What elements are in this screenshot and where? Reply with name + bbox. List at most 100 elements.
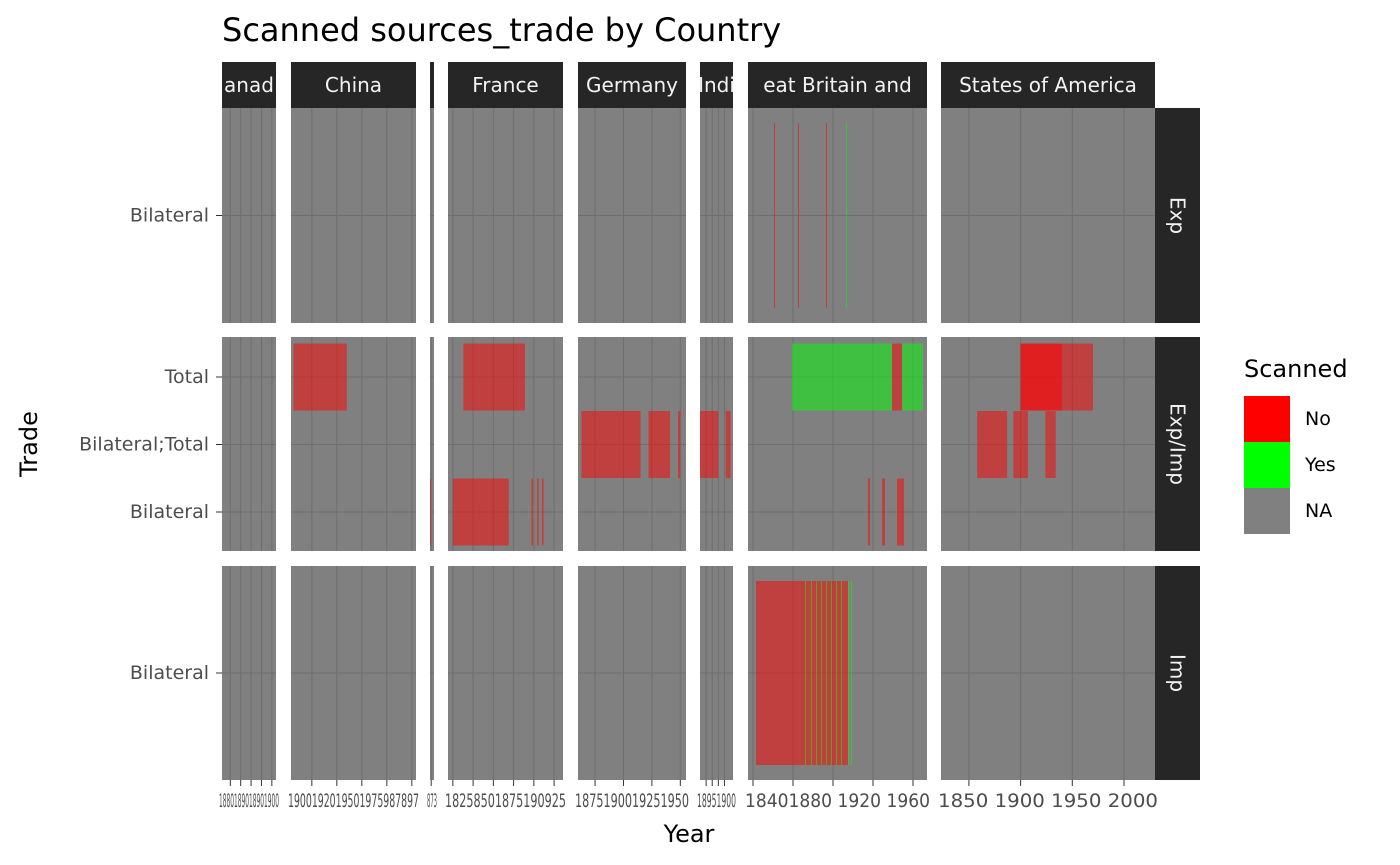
x-tick-labels: 1880189018901900	[219, 790, 279, 812]
panel-1-1	[291, 337, 416, 551]
tile-no	[756, 580, 803, 766]
x-tick-labels: 18258501875190925	[445, 790, 566, 812]
panel-6-1	[748, 337, 927, 551]
row-strip-1	[1155, 337, 1200, 551]
strip-4	[578, 62, 686, 108]
y-tick-label: Bilateral	[130, 662, 209, 684]
panel-2-1	[430, 337, 434, 551]
panel-0-1	[222, 337, 276, 551]
y-tick-label: Bilateral	[130, 205, 209, 227]
legend-label: NA	[1305, 500, 1332, 522]
tile-yes	[811, 580, 812, 766]
panel-7-0	[941, 108, 1155, 323]
panel-6-2	[748, 566, 927, 780]
x-tick-labels: 18951900	[697, 790, 736, 812]
panel-0-0	[222, 108, 276, 323]
tile-no	[774, 123, 775, 308]
tile-yes	[841, 580, 842, 766]
x-tick-labels: 873	[427, 790, 437, 812]
strip-label: Germany	[586, 73, 678, 97]
tile-no	[1020, 343, 1062, 411]
panel-5-1	[700, 337, 733, 551]
facet-panels: anad 1880189018901900 China 190019201950197…	[79, 62, 1200, 812]
row-strip-0	[1155, 108, 1200, 323]
tile-no	[826, 123, 827, 308]
tile-no	[803, 580, 848, 766]
panel-7-2	[941, 566, 1155, 780]
tile-yes	[826, 580, 827, 766]
panel-4-2	[578, 566, 686, 780]
strip-0	[222, 62, 276, 108]
strip-2	[430, 62, 434, 108]
strip-label: States of America	[959, 73, 1137, 97]
panel-3-0	[448, 108, 563, 323]
tile-no	[537, 478, 539, 546]
tile-yes	[831, 580, 832, 766]
row-strip-label: Exp	[1166, 197, 1190, 234]
legend-label: No	[1305, 408, 1331, 430]
tile-no	[541, 478, 544, 546]
panel-5-0	[700, 108, 733, 323]
tile-no	[452, 478, 509, 546]
tile-no	[430, 478, 431, 546]
strip-1	[291, 62, 416, 108]
panel-2-0	[430, 108, 434, 323]
panel-5-2	[700, 566, 733, 780]
row-strip-label: Imp	[1166, 654, 1190, 692]
x-tick-labels: 1875190019251950	[575, 790, 689, 812]
tile-no	[725, 411, 731, 478]
strip-label: China	[325, 73, 382, 97]
strip-label: eat Britain and	[763, 73, 912, 97]
legend-key-na	[1244, 488, 1290, 534]
strip-label: anad	[224, 73, 274, 97]
chart-title: Scanned sources_trade by Country	[222, 11, 781, 49]
x-tick-labels: 1900192019501975987897	[288, 790, 419, 812]
tile-no	[1023, 411, 1028, 478]
panel-3-1	[448, 337, 563, 551]
legend-label: Yes	[1304, 454, 1336, 476]
tile-no	[519, 343, 523, 411]
tile-no	[1045, 411, 1056, 478]
panel-4-1	[578, 337, 686, 551]
tile-no	[531, 478, 534, 546]
tile-yes	[846, 123, 847, 308]
tile-yes	[821, 580, 822, 766]
tile-no	[581, 411, 641, 478]
tile-no	[882, 478, 885, 546]
strip-label: France	[472, 73, 539, 97]
row-strip-2	[1155, 566, 1200, 780]
tile-no	[892, 343, 902, 411]
x-axis-title: Year	[663, 820, 715, 848]
row-strip-label: Exp/Imp	[1166, 403, 1190, 485]
panel-4-0	[578, 108, 686, 323]
panel-1-0	[291, 108, 416, 323]
y-axis-title: Trade	[15, 411, 43, 478]
strip-7	[941, 62, 1155, 108]
tile-no	[798, 123, 799, 308]
y-tick-label: Bilateral;Total	[79, 434, 209, 456]
tile-yes	[902, 343, 923, 411]
tile-no	[648, 411, 671, 478]
panel-1-2	[291, 566, 416, 780]
tile-no	[700, 411, 719, 478]
strip-label: Indi	[698, 73, 735, 97]
panel-3-2	[448, 566, 563, 780]
legend-key-no	[1244, 396, 1290, 442]
legend: Scanned No Yes NA	[1244, 355, 1348, 534]
panel-6-0	[748, 108, 927, 323]
tile-yes	[851, 343, 892, 411]
x-tick-labels: 18401880 1920 1960	[745, 790, 930, 812]
tile-yes	[792, 343, 851, 411]
strip-5	[700, 62, 733, 108]
tile-no	[897, 478, 904, 546]
tile-yes	[836, 580, 837, 766]
tile-no	[868, 478, 870, 546]
strip-3	[448, 62, 563, 108]
legend-key-yes	[1244, 442, 1290, 488]
tile-no	[463, 343, 520, 411]
tile-no	[1061, 343, 1093, 411]
tile-yes	[848, 580, 849, 766]
legend-title: Scanned	[1244, 355, 1348, 383]
panel-7-1	[941, 337, 1155, 551]
